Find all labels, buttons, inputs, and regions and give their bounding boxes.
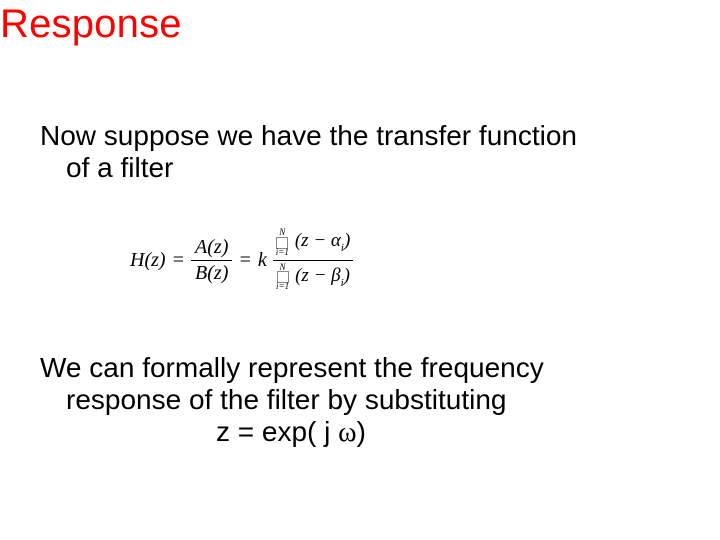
eq-frac-den: B(z) (191, 263, 232, 284)
eq-frac-num: A(z) (191, 237, 232, 258)
eq-equals-2: = (238, 249, 252, 272)
transfer-function-equation: H(z) = A(z) B(z) = k N i=1 (z − αi) (130, 228, 353, 292)
p2-line2: response of the filter by substituting (40, 384, 680, 416)
slide-title: Response (0, 2, 182, 47)
den-term: (z − βi) (295, 266, 350, 289)
prod-upper-N-2: N (280, 264, 286, 272)
eq-k: k (258, 249, 267, 272)
eq-product-fraction: N i=1 (z − αi) N i=1 (273, 228, 354, 292)
product-symbol-bottom: N i=1 (276, 264, 289, 291)
omega-symbol: ω (338, 417, 356, 448)
equation-block: H(z) = A(z) B(z) = k N i=1 (z − αi) (130, 205, 550, 315)
p1-line1: Now suppose we have the transfer functio… (40, 120, 577, 151)
num-term: (z − αi) (295, 231, 350, 254)
p1-line2: of a filter (40, 152, 660, 184)
p2-l3-post: ) (357, 416, 366, 447)
slide: Response Now suppose we have the transfe… (0, 0, 720, 540)
den-pre: (z − (295, 265, 331, 286)
den-post: ) (344, 265, 350, 286)
paragraph-2: We can formally represent the frequency … (40, 352, 680, 450)
eq-equals-1: = (172, 249, 186, 272)
prod-upper-N-1: N (279, 229, 285, 237)
den-beta: β (331, 265, 340, 286)
num-pre: (z − (295, 230, 331, 251)
paragraph-1: Now suppose we have the transfer functio… (40, 120, 660, 184)
eq-denominator-product: N i=1 (z − βi) (273, 263, 353, 292)
eq-lhs: H(z) (130, 249, 166, 272)
product-symbol-top: N i=1 (276, 229, 289, 256)
num-post: ) (344, 230, 350, 251)
eq-frac-AB: A(z) B(z) (191, 237, 232, 284)
p2-line1: We can formally represent the frequency (40, 352, 544, 383)
num-alpha: α (331, 230, 341, 251)
p2-l3-pre: z = exp( j (216, 416, 338, 447)
prod-lower-i-2: i=1 (276, 283, 289, 291)
eq-prod-bar (273, 260, 354, 261)
eq-frac-bar (191, 260, 232, 261)
eq-numerator-product: N i=1 (z − αi) (273, 228, 354, 257)
prod-lower-i-1: i=1 (276, 249, 289, 257)
p2-line3: z = exp( j ω) (40, 416, 680, 449)
